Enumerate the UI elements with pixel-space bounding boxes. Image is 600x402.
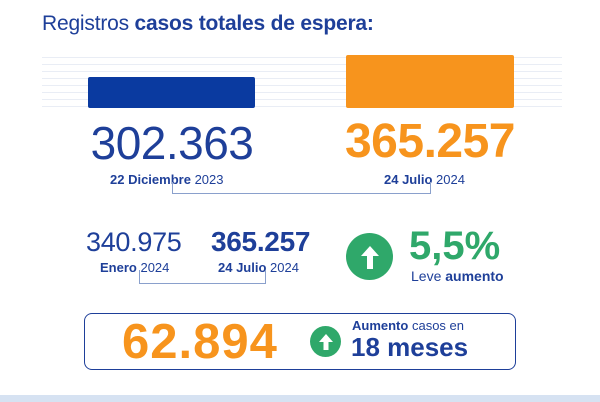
value-ene-2024: 340.975 <box>86 227 182 257</box>
arrow-up-circle-icon <box>310 326 341 357</box>
summary-box <box>84 313 516 370</box>
page-title: Registros casos totales de espera: <box>42 12 374 36</box>
date-dic-2023-bold: 22 Diciembre <box>110 172 191 187</box>
summary-label: Aumento casos en <box>352 318 464 333</box>
title-bold: casos totales de espera: <box>134 12 374 35</box>
date-ene-2024-year: 2024 <box>140 260 170 275</box>
summary-label-bold: Aumento <box>352 318 409 333</box>
increase-label-prefix: Leve <box>411 268 442 284</box>
arrow-up-circle-icon <box>346 233 393 280</box>
title-prefix: Registros <box>42 12 129 35</box>
footer-band <box>0 395 600 402</box>
increase-label: Leve aumento <box>411 268 504 284</box>
date-jul-2024-bold: 24 Julio <box>384 172 433 187</box>
bar-dic-2023 <box>88 77 255 108</box>
value-dic-2023: 302.363 <box>90 117 254 169</box>
summary-period: 18 meses <box>351 332 469 362</box>
date-dic-2023: 22 Diciembre 2023 <box>110 172 223 187</box>
date-jul-2024-year: 2024 <box>436 172 465 187</box>
date-dic-2023-year: 2023 <box>194 172 224 187</box>
comparison-bracket-main <box>172 182 431 194</box>
date-jul-2024-secondary-year: 2024 <box>270 260 299 275</box>
increase-percent: 5,5% <box>409 224 501 268</box>
bar-jul-2024 <box>346 55 514 108</box>
value-jul-2024: 365.257 <box>344 115 516 168</box>
date-ene-2024-bold: Enero <box>100 260 137 275</box>
date-jul-2024-secondary-bold: 24 Julio <box>218 260 267 275</box>
summary-label-rest: casos en <box>411 318 465 333</box>
increase-label-bold: aumento <box>445 268 504 284</box>
comparison-bracket-secondary <box>139 270 266 284</box>
date-ene-2024: Enero 2024 <box>100 260 169 275</box>
value-jul-2024-secondary: 365.257 <box>211 226 311 257</box>
summary-value: 62.894 <box>122 315 278 369</box>
date-jul-2024: 24 Julio 2024 <box>384 172 465 187</box>
date-jul-2024-secondary: 24 Julio 2024 <box>218 260 299 275</box>
